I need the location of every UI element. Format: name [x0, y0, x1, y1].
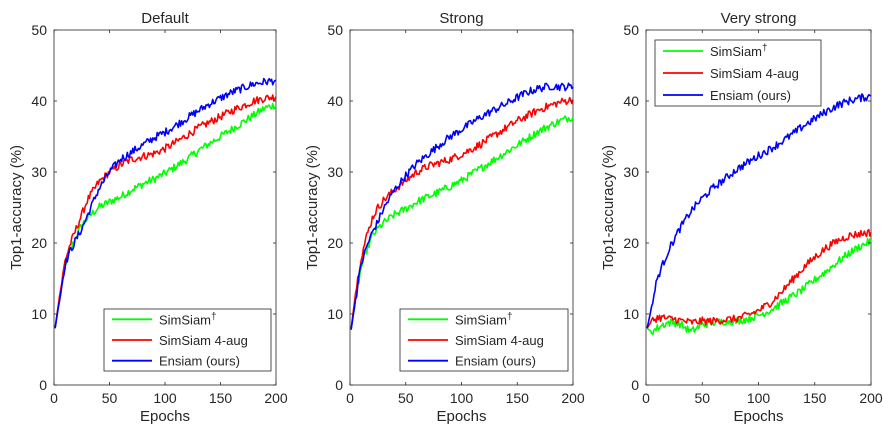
y-tick-label: 20 — [31, 235, 47, 251]
legend-label-text: Ensiam (ours) — [455, 354, 536, 369]
y-tick-label: 0 — [631, 377, 639, 393]
y-tick-label: 10 — [623, 306, 639, 322]
series-line-3 — [646, 93, 872, 329]
y-tick-label: 10 — [327, 306, 343, 322]
y-tick-label: 0 — [335, 377, 343, 393]
x-tick-label: 100 — [153, 390, 177, 406]
chart-panel-3: 0 50 100 150 200 0 10 20 30 40 50 Very strong Epochs… — [600, 10, 883, 425]
x-tick-label: 100 — [450, 390, 474, 406]
legend: SimSiam† SimSiam 4-aug Ensiam (ours) — [399, 308, 569, 372]
legend-label-text: SimSiam — [455, 312, 507, 327]
chart-title: Very strong — [721, 10, 797, 27]
x-tick-label: 150 — [506, 390, 530, 406]
legend-label-superscript: † — [762, 43, 768, 54]
legend-label-text: SimSiam 4-aug — [159, 333, 248, 348]
x-tick-label: 50 — [694, 390, 710, 406]
y-tick-label: 40 — [31, 93, 47, 109]
chart-title: Default — [141, 10, 189, 27]
series-line-2 — [646, 228, 872, 329]
x-tick-label: 50 — [102, 390, 118, 406]
y-tick-label: 0 — [39, 377, 47, 393]
x-tick-label: 0 — [642, 390, 650, 406]
y-tick-label: 20 — [327, 235, 343, 251]
legend-label: Ensiam (ours) — [159, 354, 240, 369]
legend-label: SimSiam† — [159, 311, 217, 327]
x-tick-label: 100 — [747, 390, 771, 406]
x-tick-label: 200 — [859, 390, 883, 406]
x-tick-label: 200 — [561, 390, 585, 406]
x-tick-label: 0 — [346, 390, 354, 406]
legend-label-superscript: † — [211, 311, 217, 322]
y-tick-label: 50 — [31, 22, 47, 38]
y-tick-label: 30 — [623, 164, 639, 180]
legend-label: Ensiam (ours) — [455, 354, 536, 369]
legend-label: SimSiam 4-aug — [710, 66, 799, 81]
x-tick-label: 0 — [50, 390, 58, 406]
legend-label-text: Ensiam (ours) — [710, 88, 791, 103]
legend-label: SimSiam 4-aug — [455, 333, 544, 348]
y-axis-label: Top1-accuracy (%) — [600, 145, 617, 270]
series-line-2 — [350, 96, 574, 330]
legend: SimSiam† SimSiam 4-aug Ensiam (ours) — [103, 308, 272, 372]
x-axis-label: Epochs — [140, 408, 190, 425]
y-tick-label: 50 — [623, 22, 639, 38]
y-tick-label: 10 — [31, 306, 47, 322]
legend-label: SimSiam 4-aug — [159, 333, 248, 348]
chart-panel-2: 0 50 100 150 200 0 10 20 30 40 50 Strong Epochs Top1-… — [304, 10, 585, 425]
series-line-1 — [54, 102, 277, 329]
legend-label-text: SimSiam — [159, 312, 211, 327]
series-line-2 — [54, 94, 277, 329]
y-tick-label: 20 — [623, 235, 639, 251]
legend-label: SimSiam† — [710, 43, 768, 59]
legend-label-text: SimSiam 4-aug — [455, 333, 544, 348]
series-line-1 — [646, 237, 872, 336]
y-tick-label: 50 — [327, 22, 343, 38]
y-tick-label: 40 — [623, 93, 639, 109]
series-line-3 — [54, 77, 277, 329]
legend-label-text: Ensiam (ours) — [159, 354, 240, 369]
legend-label-superscript: † — [507, 311, 513, 322]
legend-label-text: SimSiam 4-aug — [710, 66, 799, 81]
x-tick-label: 150 — [803, 390, 827, 406]
x-axis-label: Epochs — [733, 408, 783, 425]
y-tick-label: 30 — [31, 164, 47, 180]
y-axis-label: Top1-accuracy (%) — [8, 145, 25, 270]
x-axis-label: Epochs — [436, 408, 486, 425]
x-tick-label: 200 — [264, 390, 288, 406]
y-axis-label: Top1-accuracy (%) — [304, 145, 321, 270]
legend-label-text: SimSiam — [710, 44, 762, 59]
legend-label: SimSiam† — [455, 311, 513, 327]
series-line-3 — [350, 82, 574, 330]
y-tick-label: 40 — [327, 93, 343, 109]
chart-title: Strong — [439, 10, 483, 27]
legend: SimSiam† SimSiam 4-aug Ensiam (ours) — [654, 39, 822, 107]
series-line-1 — [350, 115, 574, 330]
x-tick-label: 150 — [209, 390, 233, 406]
y-tick-label: 30 — [327, 164, 343, 180]
x-tick-label: 50 — [398, 390, 414, 406]
chart-panel-1: 0 50 100 150 200 0 10 20 30 40 50 Default Epochs Top1… — [8, 10, 288, 425]
legend-label: Ensiam (ours) — [710, 88, 791, 103]
